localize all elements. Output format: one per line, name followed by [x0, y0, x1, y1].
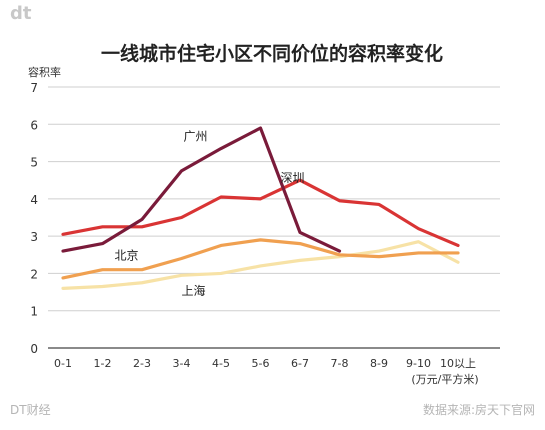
- x-tick-label: 3-4: [173, 357, 191, 370]
- x-axis-ticks: 0-1 1-2 2-3 3-4 4-5 5-6 6-7 7-8 8-9 9-10 10以上: [54, 357, 476, 370]
- y-tick-label: 2: [30, 267, 38, 281]
- x-tick-label: 0-1: [54, 357, 72, 370]
- footer-source: 数据来源:房天下官网: [423, 402, 535, 417]
- series-lines: [61, 126, 460, 290]
- x-tick-label: 1-2: [94, 357, 112, 370]
- y-axis-ticks: 0 1 2 3 4 5 6 7: [30, 81, 38, 356]
- y-tick-label: 4: [30, 193, 38, 207]
- y-tick-label: 3: [30, 230, 38, 244]
- y-tick-label: 6: [30, 118, 38, 132]
- y-tick-label: 7: [30, 81, 38, 95]
- series-label-深圳: 深圳: [281, 171, 305, 185]
- x-tick-label: 2-3: [133, 357, 151, 370]
- x-tick-label: 4-5: [212, 357, 230, 370]
- series-label-上海: 上海: [182, 283, 206, 298]
- y-axis-label: 容积率: [28, 65, 61, 79]
- x-tick-label: 6-7: [291, 357, 309, 370]
- x-tick-label: 9-10: [406, 357, 431, 370]
- chart-title: 一线城市住宅小区不同价位的容积率变化: [101, 42, 443, 65]
- x-tick-label: 7-8: [331, 357, 349, 370]
- y-tick-label: 0: [30, 342, 38, 356]
- gridlines: [48, 86, 500, 349]
- dt-logo: dt: [10, 3, 32, 24]
- y-tick-label: 1: [30, 305, 38, 319]
- series-line-广州: [61, 126, 342, 253]
- x-tick-label: 5-6: [252, 357, 270, 370]
- x-tick-label: 8-9: [370, 357, 388, 370]
- x-unit-note: (万元/平方米): [411, 372, 478, 386]
- series-line-上海: [61, 240, 460, 290]
- series-label-广州: 广州: [184, 130, 208, 144]
- y-tick-label: 5: [30, 156, 38, 170]
- series-label-北京: 北京: [115, 248, 139, 262]
- x-tick-label: 10以上: [440, 357, 476, 370]
- footer-brand: DT财经: [10, 403, 51, 417]
- series-line-北京: [61, 238, 460, 280]
